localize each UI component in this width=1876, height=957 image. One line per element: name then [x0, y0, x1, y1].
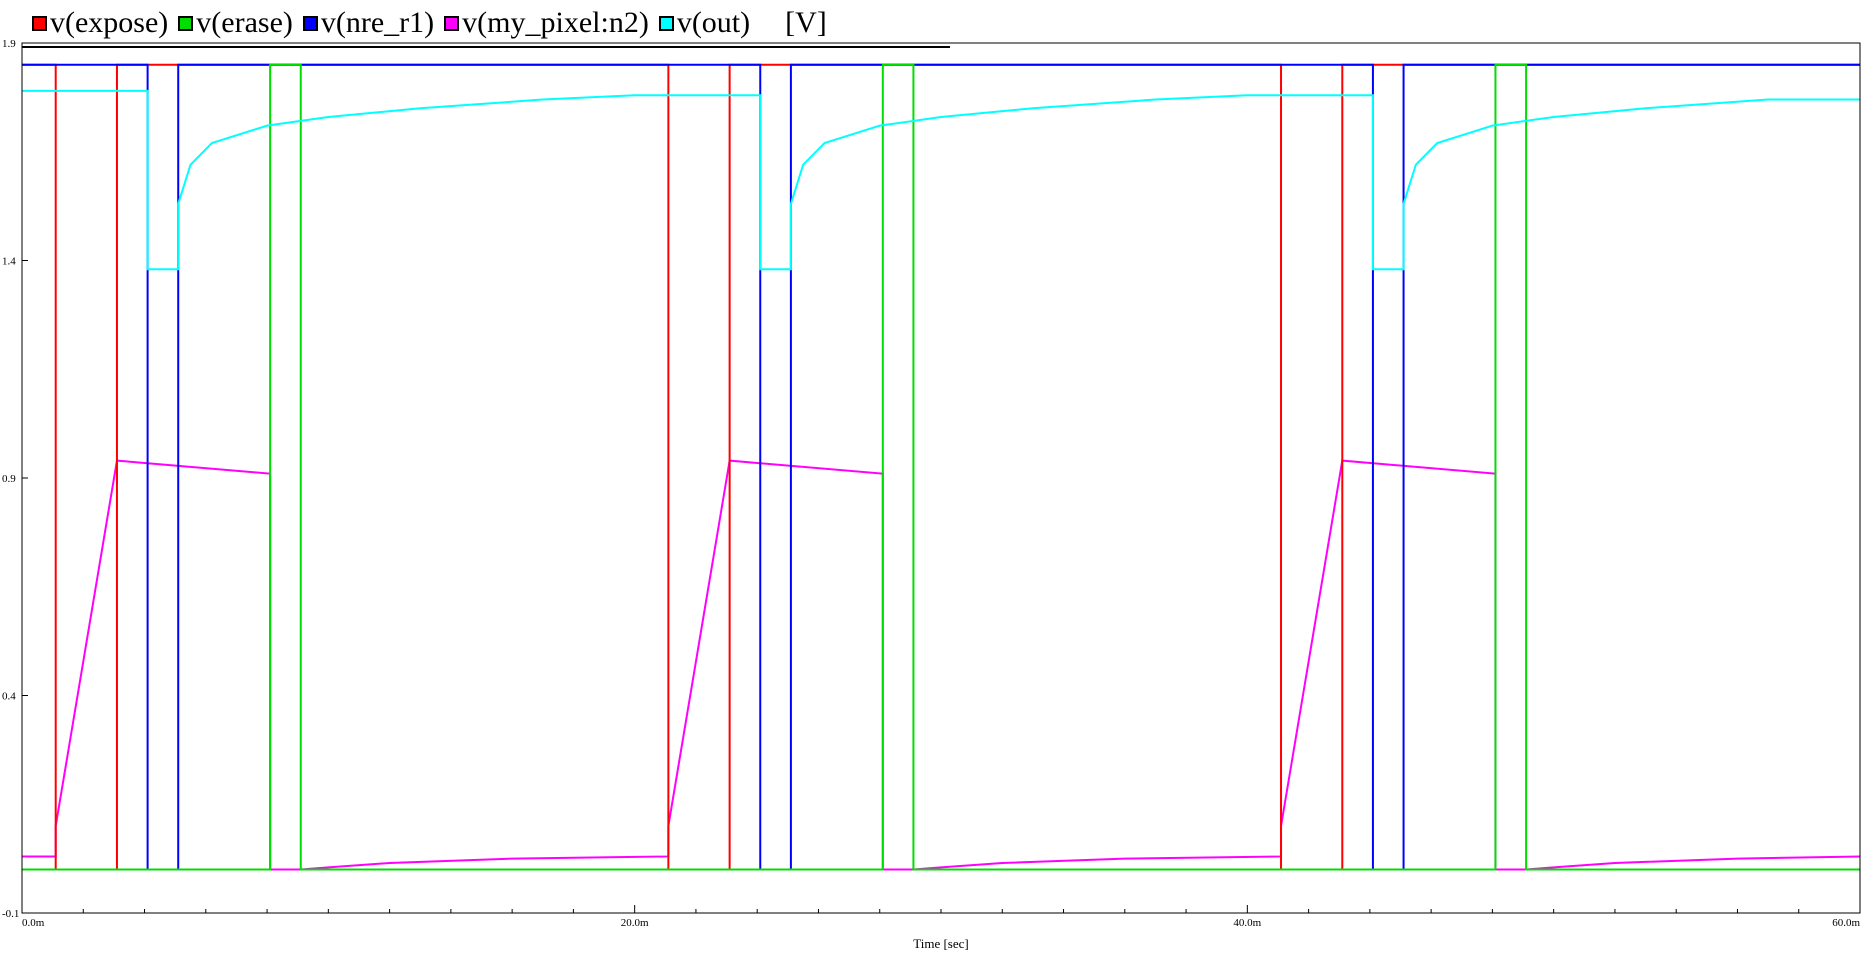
series-line-v-erase: [22, 63, 1860, 871]
series-layer: [22, 63, 1861, 871]
x-axis-title: Time [sec]: [913, 936, 969, 951]
series-line-v-nre-r1: [22, 63, 1860, 871]
legend-swatch-expose: [32, 15, 47, 31]
legend-entry-out[interactable]: v(out): [658, 6, 751, 40]
tick-layer: 0.0m 20.0m 40.0m 60.0m -0.1 0.4 0.9 1.4 1.9: [2, 38, 1861, 929]
legend-underline: [22, 46, 950, 48]
legend-swatch-out: [658, 15, 674, 31]
legend-entry-my-pixel[interactable]: v(my_pixel:n2): [444, 6, 649, 40]
y-tick-label: 0.4: [2, 691, 16, 703]
series-line-v-my-pixel-n2: [22, 459, 1861, 871]
legend-label-my-pixel: v(my_pixel:n2): [462, 6, 649, 39]
legend-entry-expose[interactable]: v(expose): [32, 6, 168, 40]
legend-label-expose: v(expose): [50, 6, 169, 39]
x-tick-label: 20.0m: [621, 917, 649, 929]
y-tick-label: 1.4: [2, 256, 16, 268]
x-tick-label: 60.0m: [1832, 917, 1860, 929]
legend-label-out: v(out): [676, 6, 751, 39]
series-line-v-out: [22, 89, 1860, 271]
x-tick-label: 40.0m: [1233, 917, 1261, 929]
units-label: [V]: [785, 6, 827, 39]
plot-frame: [21, 42, 1861, 914]
legend-swatch-nre-r1: [302, 15, 318, 31]
legend-entry-nre-r1[interactable]: v(nre_r1): [302, 6, 435, 40]
legend-swatch-erase: [178, 15, 194, 31]
y-tick-label: 0.9: [2, 473, 16, 485]
y-tick-label: -0.1: [2, 908, 19, 920]
legend-label-erase: v(erase): [196, 6, 293, 39]
y-tick-label: 1.9: [2, 38, 16, 50]
series-line-v-expose: [22, 63, 1860, 871]
legend: v(expose) v(erase) v(nre_r1) v(my_pixel:…: [32, 2, 827, 44]
x-tick-label: 0.0m: [22, 917, 45, 929]
legend-entry-erase[interactable]: v(erase): [178, 6, 293, 40]
legend-swatch-my-pixel: [444, 15, 460, 31]
legend-label-nre-r1: v(nre_r1): [320, 6, 435, 39]
